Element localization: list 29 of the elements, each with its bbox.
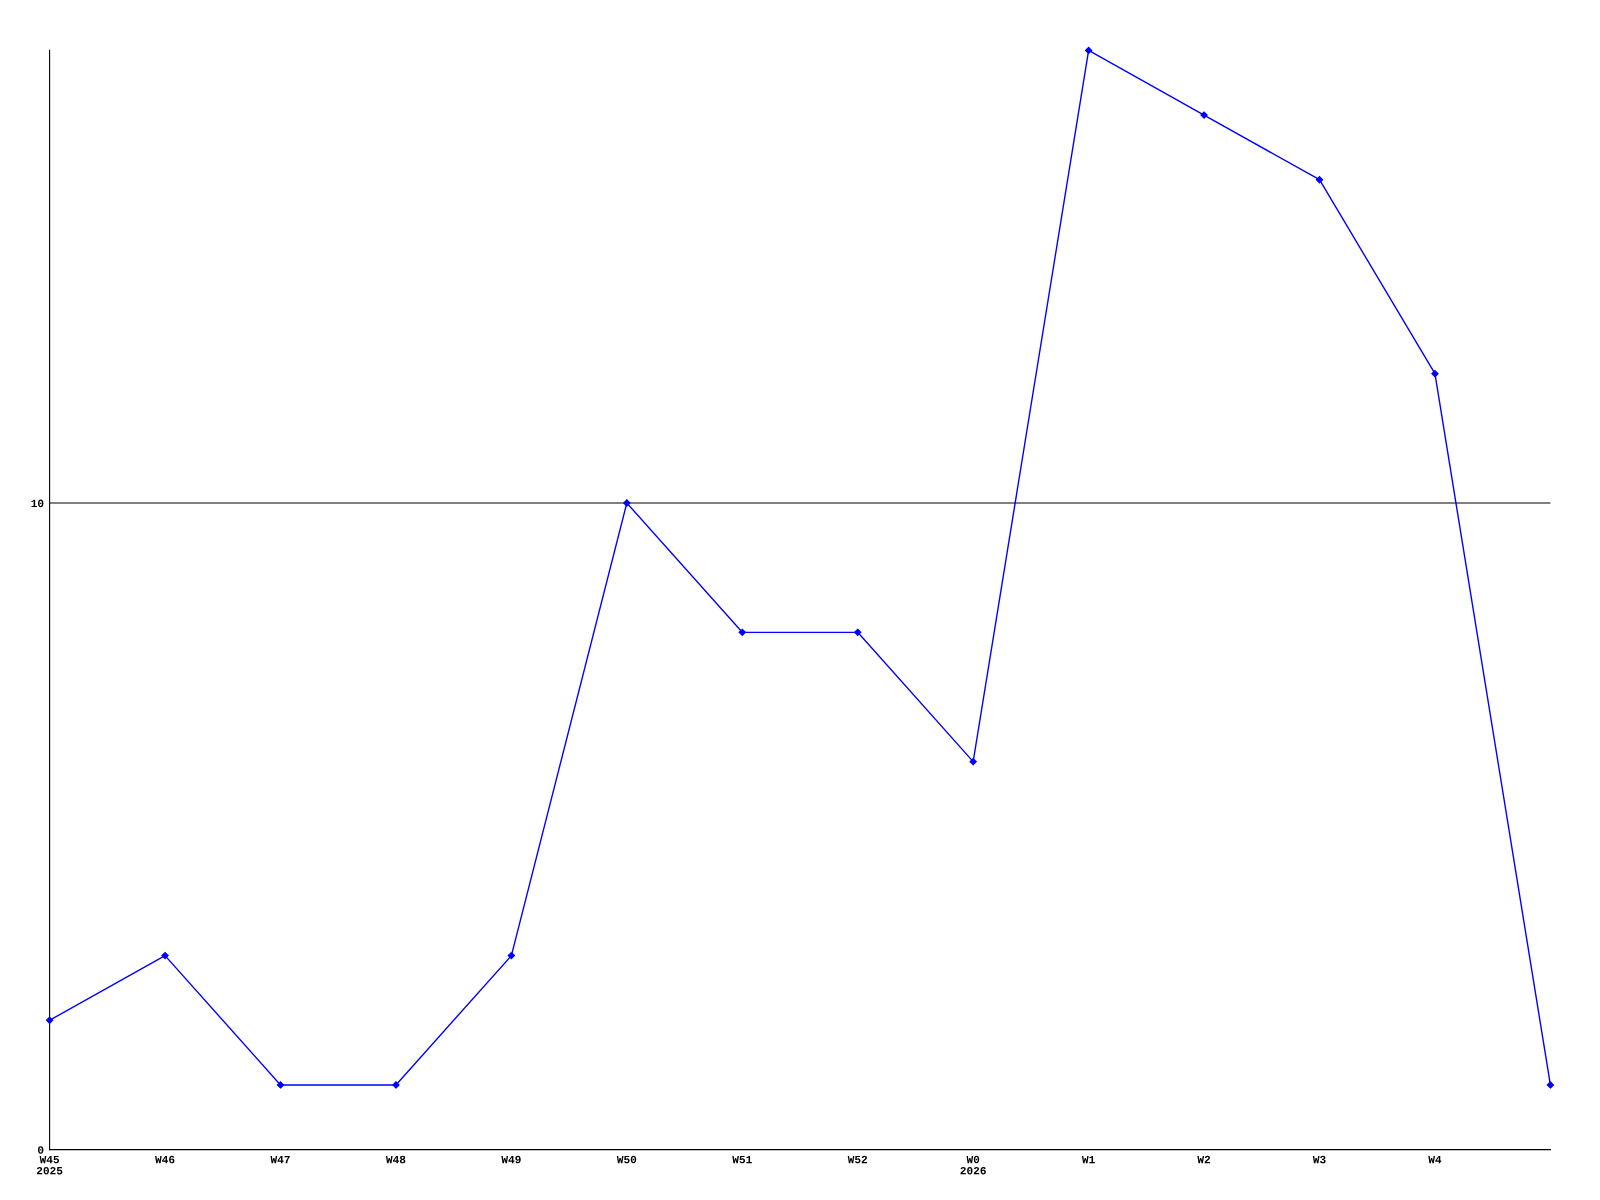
x-tick-label: W45 2025: [36, 1155, 63, 1175]
point: [392, 1081, 400, 1089]
x-tick-label: W50: [616, 1155, 637, 1164]
point: [507, 951, 516, 960]
x-tick-label: W46: [155, 1155, 175, 1164]
point: [854, 628, 862, 636]
x-tick-label: W51: [732, 1155, 752, 1164]
x-tick-label: W49: [501, 1155, 521, 1164]
point: [1315, 176, 1324, 184]
x-tick-label: W3: [1312, 1155, 1326, 1164]
y-tick-label: 0: [38, 1146, 44, 1154]
x-tick-label: W0 2026: [960, 1155, 986, 1175]
point: [45, 1016, 54, 1024]
point: [623, 499, 631, 507]
point: [1084, 46, 1093, 55]
point: [276, 1081, 285, 1089]
point: [1431, 370, 1439, 378]
point: [969, 758, 977, 766]
point: [1546, 1081, 1555, 1089]
point: [738, 628, 746, 636]
x-tick-label: W52: [847, 1155, 868, 1164]
x-tick-label: W1: [1081, 1155, 1095, 1164]
x-tick-label: W48: [385, 1155, 406, 1164]
point: [161, 951, 169, 960]
x-tick-label: W47: [270, 1155, 290, 1164]
x-tick-label: W4: [1428, 1155, 1442, 1164]
y-tick-label: 10: [31, 499, 44, 508]
point: [1200, 111, 1208, 119]
x-tick-label: W2: [1197, 1155, 1211, 1164]
